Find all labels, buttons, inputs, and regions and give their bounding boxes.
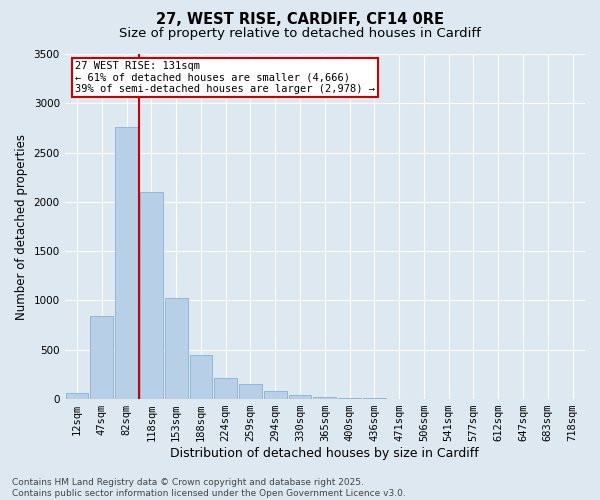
Bar bbox=[363, 398, 386, 399]
Text: Contains HM Land Registry data © Crown copyright and database right 2025.
Contai: Contains HM Land Registry data © Crown c… bbox=[12, 478, 406, 498]
Text: Size of property relative to detached houses in Cardiff: Size of property relative to detached ho… bbox=[119, 28, 481, 40]
Bar bbox=[115, 127, 138, 399]
Bar bbox=[239, 384, 262, 399]
Bar bbox=[289, 395, 311, 399]
Bar bbox=[264, 391, 287, 399]
Bar bbox=[165, 298, 188, 399]
Bar bbox=[313, 397, 336, 399]
Bar bbox=[65, 393, 88, 399]
Bar bbox=[214, 378, 237, 399]
Bar bbox=[140, 192, 163, 399]
Bar bbox=[338, 398, 361, 399]
Text: 27 WEST RISE: 131sqm
← 61% of detached houses are smaller (4,666)
39% of semi-de: 27 WEST RISE: 131sqm ← 61% of detached h… bbox=[75, 61, 375, 94]
Bar bbox=[91, 316, 113, 399]
X-axis label: Distribution of detached houses by size in Cardiff: Distribution of detached houses by size … bbox=[170, 447, 479, 460]
Y-axis label: Number of detached properties: Number of detached properties bbox=[15, 134, 28, 320]
Bar bbox=[190, 354, 212, 399]
Text: 27, WEST RISE, CARDIFF, CF14 0RE: 27, WEST RISE, CARDIFF, CF14 0RE bbox=[156, 12, 444, 28]
